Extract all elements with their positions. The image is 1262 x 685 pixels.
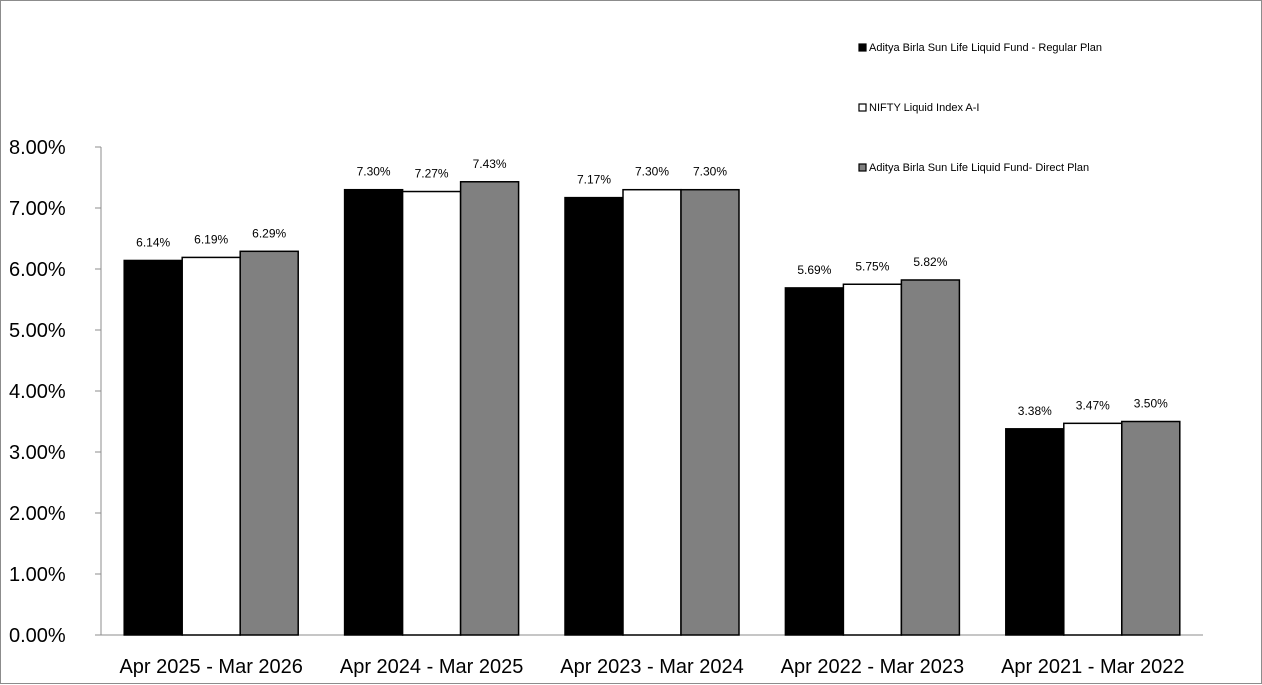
legend-swatch [858,103,867,112]
bar [459,181,520,636]
bar [239,250,299,636]
legend-entry: NIFTY Liquid Index A-I [869,102,979,114]
data-label: 6.19% [194,232,228,246]
y-tick-label: 2.00% [9,503,66,525]
data-label: 6.14% [136,235,170,249]
y-tick-label: 5.00% [9,320,66,342]
legend-entry: Aditya Birla Sun Life Liquid Fund- Direc… [869,162,1089,174]
x-category-label: Apr 2024 - Mar 2025 [340,656,523,678]
data-label: 3.50% [1134,397,1168,411]
bar [784,287,845,636]
bar [680,188,740,636]
y-axis-ticks: 0.00% 1.00% 2.00% 3.00% 4.00% 5.00% 6.00% 7.00%… [9,137,101,647]
data-label: 3.38% [1018,404,1052,418]
bar [622,188,682,636]
data-label: 7.27% [415,167,449,181]
bar [181,256,241,636]
y-tick-label: 1.00% [9,564,66,586]
x-category-label: Apr 2022 - Mar 2023 [781,656,964,678]
y-tick-label: 3.00% [9,442,66,464]
bar [1121,420,1181,636]
bar [1005,428,1065,636]
data-label: 7.30% [357,165,391,179]
bar [1063,422,1123,636]
bar [123,259,183,636]
data-label: 5.75% [855,259,889,273]
data-label: 7.30% [635,165,669,179]
data-label: 7.30% [693,165,727,179]
data-label: 5.69% [797,263,831,277]
x-axis-categories: Apr 2025 - Mar 2026 Apr 2024 - Mar 2025 Ap… [119,656,1184,678]
bar [842,283,903,636]
legend-swatch [858,43,867,52]
data-labels: 6.14% 6.19% 6.29% 7.30% 7.27% 7.43% 7.17% 7.30%… [136,157,1168,418]
data-label: 5.82% [913,255,947,269]
x-category-label: Apr 2025 - Mar 2026 [119,656,302,678]
legend-swatch [858,163,867,172]
bar [564,196,624,636]
bar [401,190,462,636]
y-tick-label: 8.00% [9,137,66,159]
legend-entry: Aditya Birla Sun Life Liquid Fund - Regu… [869,42,1102,54]
data-label: 6.29% [252,226,286,240]
bar [343,188,404,636]
y-tick-label: 7.00% [9,198,66,220]
bar [900,279,961,636]
y-tick-label: 4.00% [9,381,66,403]
legend: Aditya Birla Sun Life Liquid Fund - Regu… [858,42,1102,174]
x-category-label: Apr 2021 - Mar 2022 [1001,656,1184,678]
y-tick-label: 6.00% [9,259,66,281]
data-label: 3.47% [1076,398,1110,412]
y-tick-label: 0.00% [9,625,66,647]
bars [123,181,1181,636]
data-label: 7.43% [473,157,507,171]
data-label: 7.17% [577,173,611,187]
x-category-label: Apr 2023 - Mar 2024 [560,656,743,678]
